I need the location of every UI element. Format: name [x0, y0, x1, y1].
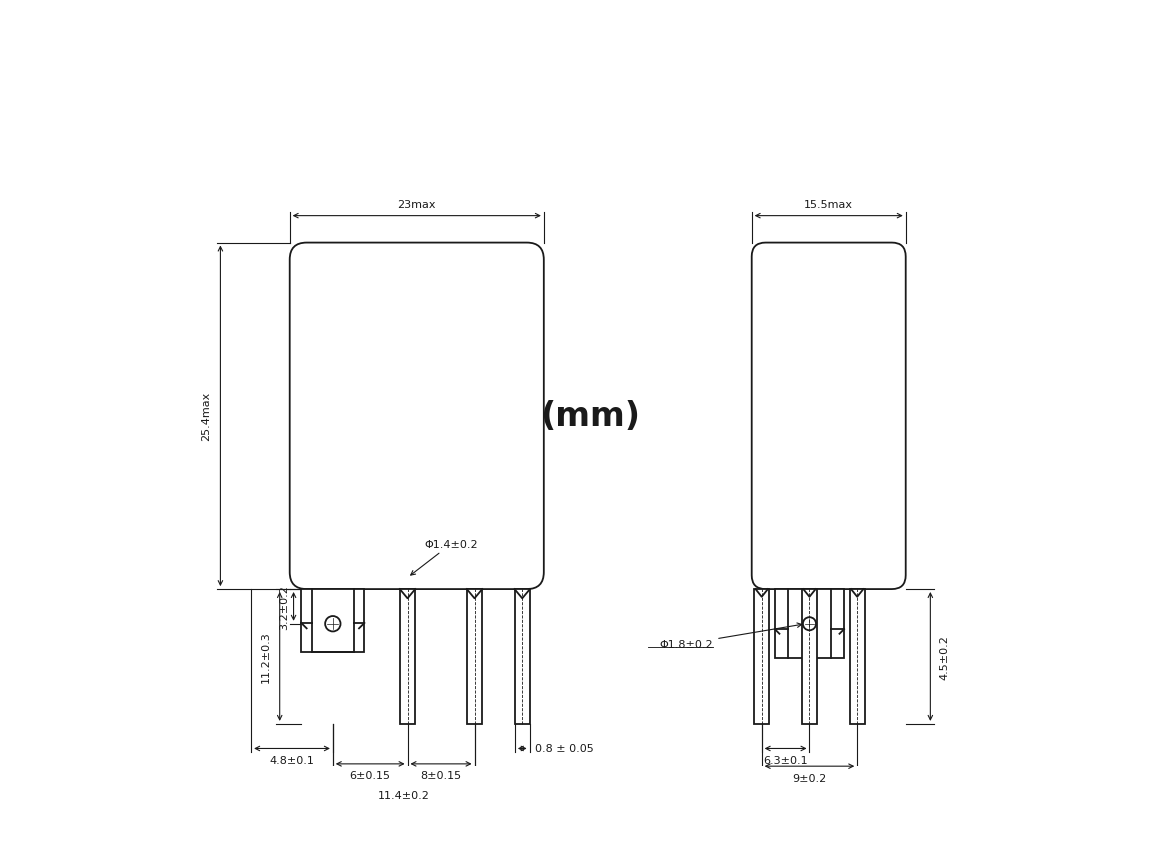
Bar — [754, 590, 769, 724]
Bar — [467, 590, 482, 724]
Text: 15.5max: 15.5max — [804, 200, 854, 210]
Bar — [802, 590, 817, 724]
Text: Φ1.8±0.2: Φ1.8±0.2 — [660, 623, 802, 649]
Text: 8±0.15: 8±0.15 — [420, 771, 462, 781]
Text: 11.4±0.2: 11.4±0.2 — [378, 790, 430, 801]
Text: 6±0.15: 6±0.15 — [350, 771, 390, 781]
Text: (mm): (mm) — [541, 400, 640, 433]
Bar — [301, 590, 364, 653]
Text: 4.5±0.2: 4.5±0.2 — [939, 635, 949, 679]
Text: 4.8±0.1: 4.8±0.1 — [269, 755, 314, 765]
Bar — [400, 590, 415, 724]
Text: 6.3±0.1: 6.3±0.1 — [763, 755, 807, 765]
Bar — [850, 590, 864, 724]
Text: 9±0.2: 9±0.2 — [792, 773, 827, 783]
Bar — [775, 590, 844, 659]
Text: 11.2±0.3: 11.2±0.3 — [261, 631, 270, 683]
Text: 25.4max: 25.4max — [202, 392, 211, 441]
FancyBboxPatch shape — [290, 244, 544, 590]
FancyBboxPatch shape — [752, 244, 906, 590]
Bar — [515, 590, 529, 724]
Text: 0.8 ± 0.05: 0.8 ± 0.05 — [535, 744, 594, 753]
Text: 23max: 23max — [397, 200, 437, 210]
Text: Φ1.4±0.2: Φ1.4±0.2 — [411, 539, 478, 575]
Text: 3.2±0.2: 3.2±0.2 — [280, 585, 289, 629]
